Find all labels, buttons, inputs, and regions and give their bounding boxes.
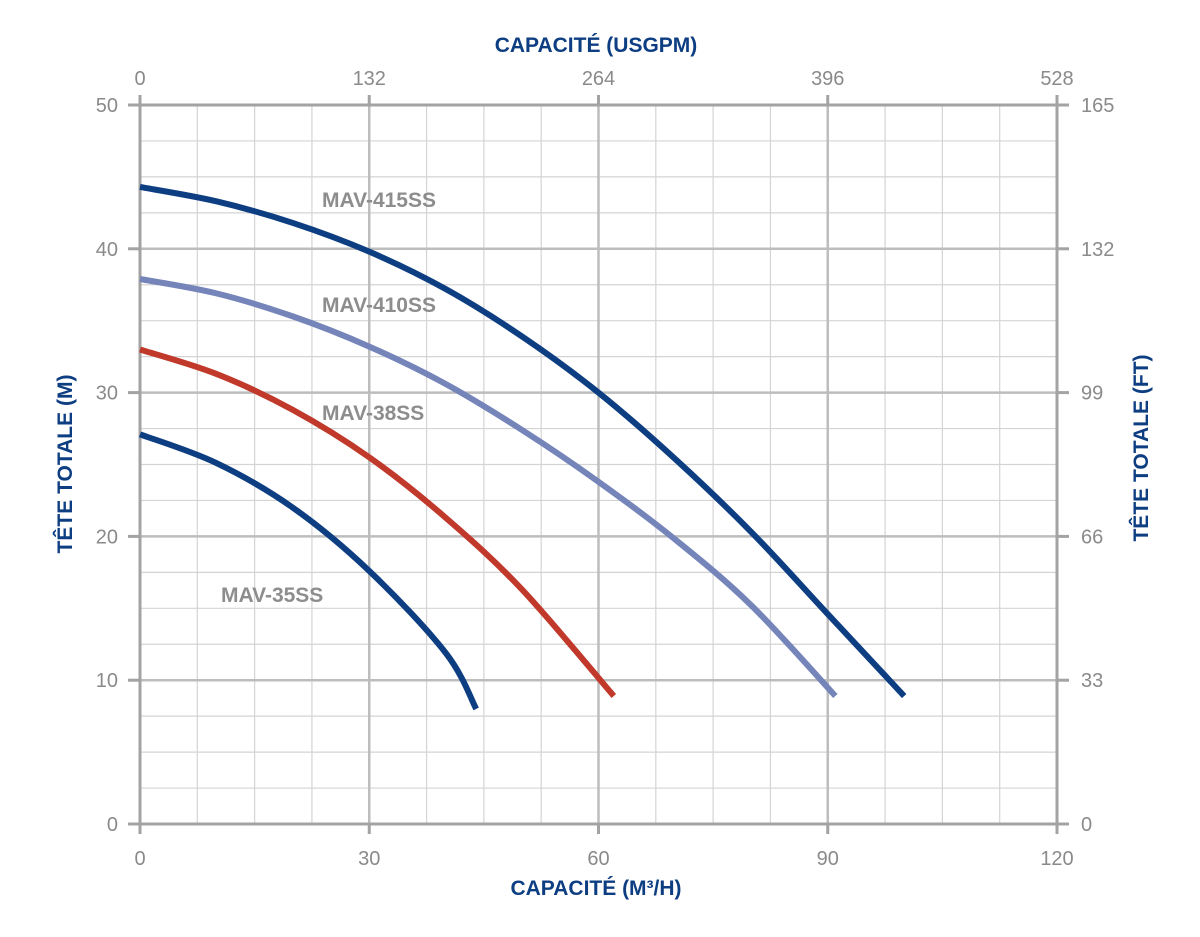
series-line-mav-415ss [139, 184, 907, 699]
x-axis-bottom-title: CAPACITÉ (M³/H) [510, 877, 681, 900]
series-label-mav-38ss: MAV-38SS [322, 402, 424, 425]
y-tick-label-right: 132 [1081, 239, 1114, 261]
y-tick-label-right: 0 [1081, 814, 1092, 836]
x-tick-label-top: 132 [353, 68, 386, 90]
y-axis-left-title: TÊTE TOTALE (M) [53, 375, 77, 554]
x-tick-label-top: 396 [811, 68, 844, 90]
x-tick-label-top: 528 [1040, 68, 1073, 90]
y-tick-label-left: 10 [96, 670, 118, 692]
x-tick-label-bottom: 0 [134, 848, 145, 870]
y-tick-label-right: 66 [1081, 526, 1103, 548]
y-tick-label-right: 165 [1081, 95, 1114, 117]
series-labels: MAV-415SS MAV-410SS MAV-38SS MAV-35SS [221, 189, 436, 607]
y-tick-label-left: 0 [107, 814, 118, 836]
y-tick-label-left: 40 [96, 239, 118, 261]
series-label-mav-415ss: MAV-415SS [322, 189, 436, 212]
series-label-mav-410ss: MAV-410SS [322, 294, 436, 317]
axes [128, 95, 1069, 834]
y-tick-label-right: 33 [1081, 670, 1103, 692]
y-tick-label-left: 50 [96, 95, 118, 117]
x-tick-label-bottom: 30 [358, 848, 380, 870]
x-tick-label-bottom: 120 [1040, 848, 1073, 870]
series-label-mav-35ss: MAV-35SS [221, 584, 323, 607]
series-line-mav-38ss [139, 346, 617, 698]
series-line-mav-35ss [138, 431, 479, 711]
x-tick-label-top: 264 [582, 68, 615, 90]
x-tick-label-bottom: 90 [817, 848, 839, 870]
y-tick-label-right: 99 [1081, 383, 1103, 405]
x-tick-label-bottom: 60 [587, 848, 609, 870]
series-lines [138, 184, 907, 711]
tick-labels: 0 30 60 90 120 0 132 264 396 528 0 10 20 30 40 50 0 33 66 9… [96, 68, 1115, 870]
y-tick-label-left: 20 [96, 526, 118, 548]
y-axis-right-title: TÊTE TOTALE (FT) [1129, 354, 1153, 541]
series-line-mav-410ss [139, 276, 838, 699]
x-tick-label-top: 0 [134, 68, 145, 90]
x-axis-top-title: CAPACITÉ (USGPM) [495, 34, 698, 57]
y-tick-label-left: 30 [96, 383, 118, 405]
